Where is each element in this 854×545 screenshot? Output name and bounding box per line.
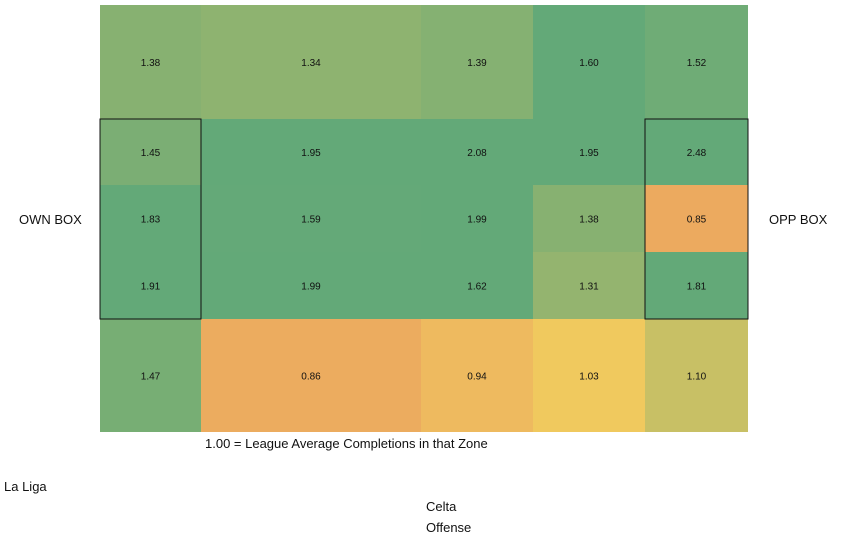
heatmap-cell-r1-c2 bbox=[201, 5, 421, 119]
heatmap-cell-r5-c4 bbox=[533, 319, 645, 432]
heatmap-value-r5-c5: 1.10 bbox=[687, 372, 707, 383]
heatmap-value-r2-c5: 2.48 bbox=[687, 148, 707, 159]
heatmap-cell-r4-c5 bbox=[645, 252, 748, 319]
heatmap-value-r3-c3: 1.99 bbox=[467, 215, 487, 226]
heatmap-value-r2-c3: 2.08 bbox=[467, 148, 487, 159]
heatmap-cell-r4-c2 bbox=[201, 252, 421, 319]
heatmap-cell-r2-c5 bbox=[645, 119, 748, 185]
heatmap-value-r2-c1: 1.45 bbox=[141, 148, 161, 159]
heatmap-value-r4-c5: 1.81 bbox=[687, 282, 707, 293]
chart-footnote: 1.00 = League Average Completions in tha… bbox=[205, 436, 488, 451]
team-label: Celta bbox=[426, 499, 457, 514]
opp-box-outline bbox=[644, 118, 749, 320]
heatmap-cell-r2-c3 bbox=[421, 119, 533, 185]
heatmap-value-r1-c4: 1.60 bbox=[579, 58, 599, 69]
own-box-label: OWN BOX bbox=[19, 212, 82, 227]
heatmap-value-r4-c3: 1.62 bbox=[467, 282, 487, 293]
heatmap-value-labels: 1.38 1.34 1.39 1.60 1.52 1.45 1.95 2.08 1.95 2.48… bbox=[141, 58, 707, 383]
heatmap-value-r4-c1: 1.91 bbox=[141, 282, 161, 293]
heatmap-cell-r5-c3 bbox=[421, 319, 533, 432]
heatmap-value-r1-c2: 1.34 bbox=[301, 58, 321, 69]
heatmap-value-r3-c2: 1.59 bbox=[301, 215, 321, 226]
heatmap-value-r3-c4: 1.38 bbox=[579, 215, 599, 226]
heatmap-cell-r4-c4 bbox=[533, 252, 645, 319]
heatmap-value-r5-c2: 0.86 bbox=[301, 372, 321, 383]
heatmap-cell-r3-c4 bbox=[533, 185, 645, 252]
heatmap-cell-r2-c4 bbox=[533, 119, 645, 185]
heatmap-value-r5-c4: 1.03 bbox=[579, 372, 599, 383]
heatmap-value-r4-c4: 1.31 bbox=[579, 282, 599, 293]
phase-label: Offense bbox=[426, 520, 472, 535]
heatmap-cell-r5-c1 bbox=[100, 319, 201, 432]
heatmap-cell-r1-c1 bbox=[100, 5, 201, 119]
heatmap-cell-r1-c4 bbox=[533, 5, 645, 119]
heatmap-cell-r3-c2 bbox=[201, 185, 421, 252]
heatmap-value-r3-c1: 1.83 bbox=[141, 215, 161, 226]
heatmap-cell-r3-c3 bbox=[421, 185, 533, 252]
heatmap-value-r1-c5: 1.52 bbox=[687, 58, 707, 69]
heatmap-value-r1-c1: 1.38 bbox=[141, 58, 161, 69]
heatmap-value-r2-c4: 1.95 bbox=[579, 148, 599, 159]
heatmap-value-r1-c3: 1.39 bbox=[467, 58, 487, 69]
heatmap-cell-r5-c2 bbox=[201, 319, 421, 432]
heatmap-value-r5-c1: 1.47 bbox=[141, 372, 161, 383]
heatmap-cell-r2-c2 bbox=[201, 119, 421, 185]
heatmap-cell-r4-c3 bbox=[421, 252, 533, 319]
heatmap-cell-r3-c1 bbox=[100, 185, 201, 252]
opp-box-label: OPP BOX bbox=[769, 212, 828, 227]
heatmap-value-r4-c2: 1.99 bbox=[301, 282, 321, 293]
heatmap-cell-r1-c3 bbox=[421, 5, 533, 119]
league-label: La Liga bbox=[4, 479, 47, 494]
heatmap-value-r3-c5: 0.85 bbox=[687, 215, 707, 226]
heatmap-cell-r5-c5 bbox=[645, 319, 748, 432]
heatmap-cell-r3-c5 bbox=[645, 185, 748, 252]
own-box-outline bbox=[99, 118, 202, 320]
heatmap-value-r2-c2: 1.95 bbox=[301, 148, 321, 159]
heatmap-cell-r1-c5 bbox=[645, 5, 748, 119]
heatmap-cells bbox=[100, 5, 748, 432]
heatmap-value-r5-c3: 0.94 bbox=[467, 372, 487, 383]
heatmap-cell-r2-c1 bbox=[100, 119, 201, 185]
heatmap-cell-r4-c1 bbox=[100, 252, 201, 319]
